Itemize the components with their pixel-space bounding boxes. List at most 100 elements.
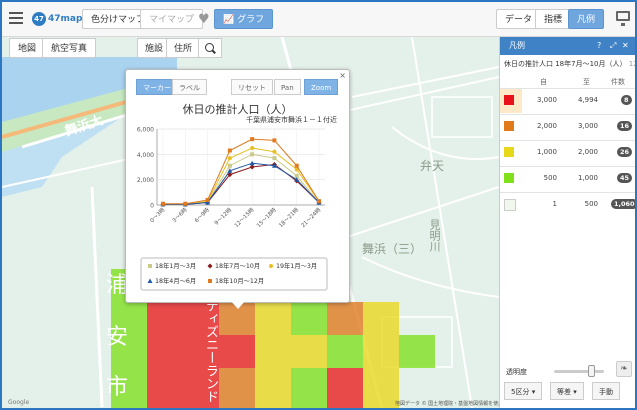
x-tick-label: 3～6時 xyxy=(170,205,189,224)
data-point xyxy=(294,167,299,172)
x-tick-label: 6～9時 xyxy=(193,205,212,224)
legend-label: 18年10月～12月 xyxy=(215,276,264,285)
heart-icon[interactable]: ♥ xyxy=(198,12,210,27)
legend-swatch-cell[interactable] xyxy=(500,193,522,217)
legend-to: 3,000 xyxy=(577,122,598,130)
data-point xyxy=(227,168,233,173)
col-from: 自 xyxy=(540,78,547,86)
legend-panel: 凡例 ? ⤢ ✕ 休日の推計人口 18年7月～10月（人） 12～15時 自 至… xyxy=(499,37,635,408)
data-point xyxy=(249,160,255,166)
y-tick-label: 6,000 xyxy=(137,127,154,134)
menu-icon[interactable] xyxy=(9,12,23,24)
method-button[interactable]: 等差 ▾ xyxy=(550,382,584,400)
legend-swatch[interactable] xyxy=(504,121,514,131)
logo-text: 47maps xyxy=(48,14,88,24)
data-point xyxy=(205,199,211,205)
legend-row: 2,000 3,000 16 xyxy=(500,114,635,140)
legend-to: 500 xyxy=(584,200,598,208)
label-button[interactable]: ラベル xyxy=(172,79,207,95)
legend-swatch[interactable] xyxy=(504,173,514,183)
opacity-slider-thumb[interactable] xyxy=(588,365,595,377)
my-map-button[interactable]: マイマップ xyxy=(140,9,204,29)
legend-row: 3,000 4,994 8 xyxy=(500,88,635,114)
legend-swatch[interactable] xyxy=(504,199,516,211)
data-point xyxy=(183,201,188,206)
legend-to: 2,000 xyxy=(577,148,598,156)
tab-aerial[interactable]: 航空写真 xyxy=(42,38,97,58)
chart-legend xyxy=(140,257,328,291)
legend-count-badge: 16 xyxy=(617,121,633,131)
data-point xyxy=(272,156,277,161)
chart-icon: 📈 xyxy=(223,15,235,25)
opacity-label: 透明度 xyxy=(506,368,527,376)
data-point xyxy=(227,163,232,168)
x-tick-label: 21～24時 xyxy=(299,205,323,229)
legend-button[interactable]: 凡例 xyxy=(568,9,605,29)
map-attribution: 地図データ © 国土地理院・基盤地図情報を使用 xyxy=(395,401,504,407)
help-icon[interactable]: ? xyxy=(597,41,602,50)
monitor-icon[interactable] xyxy=(616,11,630,26)
y-tick-label: 0 xyxy=(150,203,154,210)
legend-from: 1 xyxy=(552,200,557,208)
legend-row: 1,000 2,000 26 xyxy=(500,140,635,166)
legend-swatch[interactable] xyxy=(504,147,514,157)
search-icon[interactable] xyxy=(198,38,222,58)
legend-title: 凡例 xyxy=(509,41,525,50)
place-label-benten: 弁天 xyxy=(420,159,445,173)
col-to: 至 xyxy=(583,78,590,86)
close-legend-icon[interactable]: ✕ xyxy=(622,41,629,50)
leaf-icon[interactable]: ❧ xyxy=(616,361,632,377)
x-tick-label: 9～12時 xyxy=(212,205,233,226)
zoom-button[interactable]: Zoom xyxy=(304,79,339,95)
legend-subtitle: 休日の推計人口 18年7月～10月（人） 12～15時 xyxy=(504,59,635,69)
indicator-button[interactable]: 指標 xyxy=(535,9,572,29)
legend-row: 1 500 1,060 xyxy=(500,192,635,218)
legend-from: 1,000 xyxy=(536,148,557,156)
chart-title: 休日の推計人口（人） xyxy=(182,103,293,116)
data-point xyxy=(271,163,277,168)
legend-count-badge: 45 xyxy=(617,173,633,183)
pan-button[interactable]: Pan xyxy=(274,79,301,95)
expand-icon[interactable]: ⤢ xyxy=(610,41,617,50)
class-count-button[interactable]: 5区分 ▾ xyxy=(504,382,543,400)
legend-marker xyxy=(208,279,212,283)
data-point xyxy=(227,156,232,161)
google-mark: Google xyxy=(8,399,30,406)
reset-button[interactable]: リセット xyxy=(231,79,273,95)
close-icon[interactable]: × xyxy=(339,71,346,80)
legend-swatch-cell[interactable] xyxy=(500,141,522,165)
legend-swatch[interactable] xyxy=(504,95,514,105)
place-label-urayasu-1: 浦 xyxy=(106,273,129,298)
data-point xyxy=(294,163,299,168)
legend-marker xyxy=(147,278,153,283)
data-point xyxy=(205,197,210,202)
legend-swatch-cell[interactable] xyxy=(500,167,522,191)
legend-header: 凡例 ? ⤢ ✕ xyxy=(500,37,635,55)
data-point xyxy=(250,152,255,157)
data-point xyxy=(272,138,277,143)
graph-button[interactable]: 📈 グラフ xyxy=(214,9,274,29)
app-header: 47 47maps 色分けマップ マイマップ ♥ 📈 グラフ データ 指標 凡例 xyxy=(2,2,635,37)
logo[interactable]: 47 47maps xyxy=(32,11,88,27)
address-button[interactable]: 住所 xyxy=(166,38,201,58)
legend-from: 500 xyxy=(543,174,557,182)
data-button[interactable]: データ xyxy=(496,9,542,29)
method-label: 等差 xyxy=(557,388,571,396)
legend-swatch-cell[interactable] xyxy=(500,89,522,113)
chart-subtitle: 千葉県浦安市舞浜１－１付近 xyxy=(246,116,337,124)
tab-map[interactable]: 地図 xyxy=(9,38,46,58)
data-point xyxy=(317,199,321,204)
graph-button-label: グラフ xyxy=(237,15,265,25)
legend-count-badge: 26 xyxy=(617,147,633,157)
legend-from: 3,000 xyxy=(536,96,557,104)
legend-from: 2,000 xyxy=(536,122,557,130)
legend-swatch-cell[interactable] xyxy=(500,115,522,139)
legend-to: 1,000 xyxy=(577,174,598,182)
manual-button[interactable]: 手動 xyxy=(592,382,620,400)
opacity-slider[interactable] xyxy=(554,370,604,373)
legend-to: 4,994 xyxy=(577,96,598,104)
x-tick-label: 15～18時 xyxy=(255,205,279,229)
data-point xyxy=(272,149,277,154)
